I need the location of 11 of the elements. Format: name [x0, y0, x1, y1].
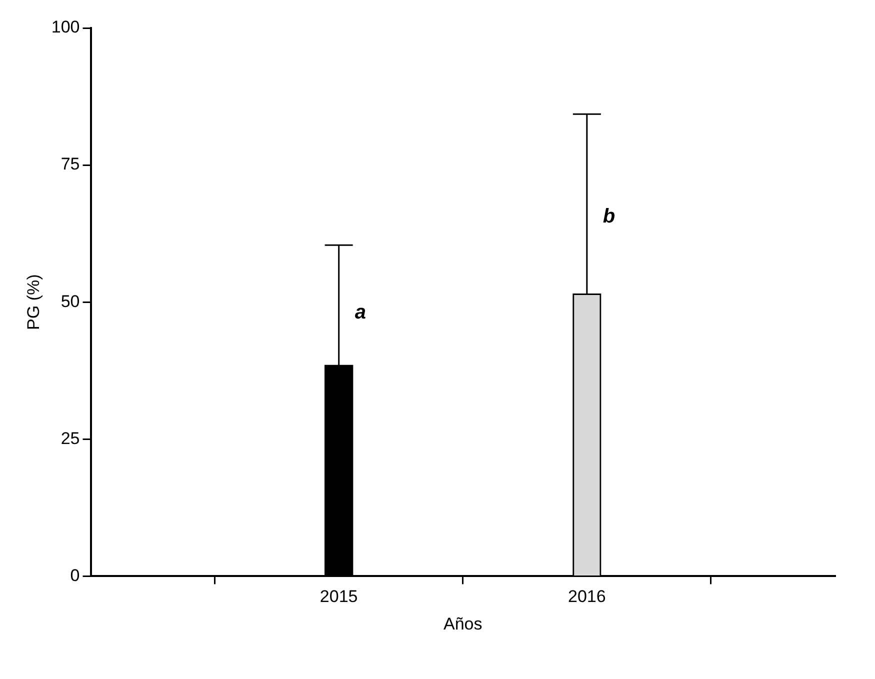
x-tick-label: 2016 — [568, 587, 606, 606]
y-tick-label: 100 — [51, 18, 80, 37]
y-axis-title: PG (%) — [24, 274, 43, 330]
annotation: b — [602, 206, 616, 228]
annotation: a — [354, 302, 366, 324]
y-tick-label: 25 — [60, 428, 80, 448]
y-tick-label: 0 — [70, 566, 80, 585]
x-axis-title: Años — [444, 614, 482, 634]
y-tick-label: 50 — [60, 292, 80, 311]
x-tick-label: 2015 — [320, 587, 358, 606]
y-tick-label: 75 — [60, 154, 80, 174]
